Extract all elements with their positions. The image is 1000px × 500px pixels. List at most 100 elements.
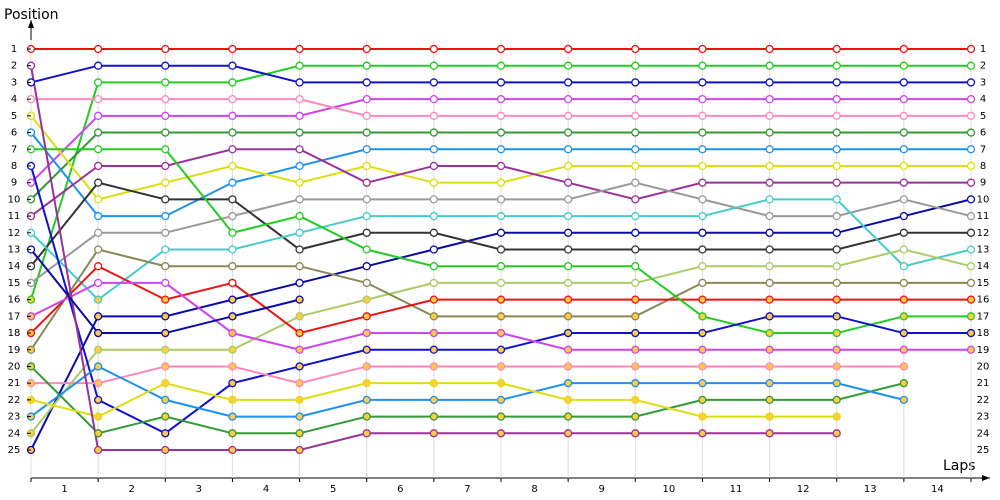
position-dot bbox=[93, 211, 103, 221]
position-dot bbox=[899, 78, 909, 87]
position-dot bbox=[631, 228, 640, 237]
position-dot bbox=[563, 379, 573, 388]
position-dot bbox=[496, 362, 506, 371]
position-dot bbox=[161, 178, 170, 187]
y-tick-label-right: 1 bbox=[980, 44, 986, 55]
position-dot bbox=[93, 145, 103, 154]
y-tick-label-right: 24 bbox=[977, 428, 990, 439]
y-tick-label: 18 bbox=[8, 328, 21, 339]
position-dot bbox=[362, 94, 371, 104]
y-tick-label: 6 bbox=[11, 128, 17, 139]
position-dot bbox=[966, 328, 976, 338]
y-tick-label: 9 bbox=[11, 178, 17, 189]
position-dot bbox=[429, 262, 439, 271]
position-dot bbox=[966, 178, 976, 187]
position-dot bbox=[161, 379, 170, 388]
position-dot bbox=[228, 262, 237, 271]
position-dot bbox=[631, 379, 640, 388]
position-dot bbox=[228, 78, 237, 87]
position-dot bbox=[765, 312, 774, 321]
position-dot bbox=[765, 94, 774, 104]
position-dot bbox=[161, 445, 170, 455]
y-tick-label: 19 bbox=[8, 345, 21, 356]
y-tick-label-right: 21 bbox=[977, 378, 990, 389]
y-tick-label: 5 bbox=[11, 111, 17, 122]
position-dot bbox=[496, 262, 506, 271]
position-dot bbox=[429, 78, 439, 87]
position-dot bbox=[93, 395, 103, 405]
position-dot bbox=[295, 362, 304, 371]
position-dot bbox=[93, 412, 103, 421]
x-tick-label: 3 bbox=[196, 484, 202, 495]
position-dot bbox=[228, 278, 237, 288]
position-dot bbox=[93, 278, 103, 288]
position-dot bbox=[563, 395, 573, 405]
position-dot bbox=[765, 128, 774, 137]
position-dot bbox=[832, 145, 841, 154]
position-dot bbox=[899, 128, 909, 137]
position-dot bbox=[899, 328, 909, 338]
y-tick-label: 10 bbox=[8, 194, 21, 205]
position-dot bbox=[161, 161, 170, 171]
y-tick-label-right: 7 bbox=[980, 144, 986, 155]
position-dot bbox=[698, 412, 707, 421]
position-dot bbox=[631, 78, 640, 87]
position-dot bbox=[832, 362, 841, 371]
position-dot bbox=[93, 94, 103, 104]
position-dot bbox=[496, 178, 506, 187]
position-dot bbox=[295, 295, 304, 304]
position-dot bbox=[429, 161, 439, 171]
position-dot bbox=[228, 445, 237, 455]
position-dot bbox=[228, 145, 237, 154]
position-dot bbox=[563, 412, 573, 421]
y-tick-label-right: 4 bbox=[980, 94, 986, 105]
position-dot bbox=[832, 328, 841, 338]
position-dot bbox=[631, 429, 640, 438]
y-tick-label-right: 9 bbox=[980, 178, 986, 189]
position-dot bbox=[832, 245, 841, 254]
position-dot bbox=[228, 395, 237, 405]
y-tick-label-right: 17 bbox=[977, 311, 990, 322]
position-dot bbox=[832, 412, 841, 421]
x-tick-label: 12 bbox=[797, 484, 810, 495]
position-dot bbox=[563, 328, 573, 338]
position-dot bbox=[295, 178, 304, 187]
x-tick-label: 6 bbox=[397, 484, 403, 495]
position-dot bbox=[496, 161, 506, 171]
y-tick-label: 15 bbox=[8, 278, 21, 289]
position-dot bbox=[765, 262, 774, 271]
position-dot bbox=[698, 178, 707, 187]
y-tick-label: 4 bbox=[11, 94, 17, 105]
position-dot bbox=[295, 328, 304, 338]
position-dot bbox=[765, 328, 774, 338]
position-dot bbox=[563, 295, 573, 304]
position-dot bbox=[765, 429, 774, 438]
position-dot bbox=[496, 78, 506, 87]
position-dot bbox=[966, 111, 976, 120]
position-dot bbox=[563, 245, 573, 254]
position-dot bbox=[832, 44, 841, 54]
position-dot bbox=[496, 211, 506, 221]
position-dot bbox=[765, 245, 774, 254]
position-dot bbox=[496, 412, 506, 421]
position-dot bbox=[429, 362, 439, 371]
position-dot bbox=[563, 111, 573, 120]
position-dot bbox=[966, 262, 976, 271]
position-dot bbox=[93, 328, 103, 338]
position-dot bbox=[93, 262, 103, 271]
y-tick-label: 12 bbox=[8, 228, 21, 239]
position-dot bbox=[228, 295, 237, 304]
position-dot bbox=[228, 44, 237, 54]
position-dot bbox=[899, 161, 909, 171]
position-dot bbox=[228, 312, 237, 321]
position-dot bbox=[362, 161, 371, 171]
position-dot bbox=[899, 245, 909, 254]
x-tick-label: 8 bbox=[531, 484, 537, 495]
position-dot bbox=[563, 195, 573, 204]
position-dot bbox=[698, 395, 707, 405]
x-tick-label: 2 bbox=[129, 484, 135, 495]
y-tick-label: 16 bbox=[8, 295, 21, 306]
position-dot bbox=[496, 245, 506, 254]
position-dot bbox=[295, 94, 304, 104]
position-dot bbox=[698, 312, 707, 321]
